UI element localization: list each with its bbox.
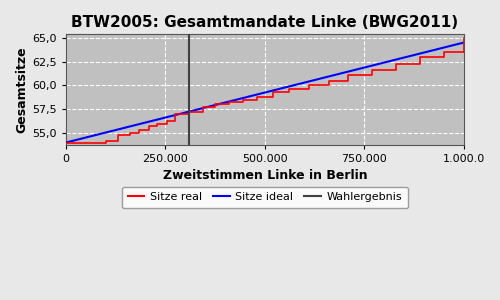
Sitze real [63,141,69,144]
Sitze real [146,128,152,132]
Legend: Sitze real, Sitze ideal, Wahlergebnis: Sitze real, Sitze ideal, Wahlergebnis [122,187,408,208]
Sitze real [286,90,292,94]
Title: BTW2005: Gesamtmandate Linke (BWG2011): BTW2005: Gesamtmandate Linke (BWG2011) [72,15,458,30]
Line: Sitze real: Sitze real [66,38,464,142]
Sitze real [164,119,170,122]
Sitze real [164,122,170,125]
X-axis label: Zweitstimmen Linke in Berlin: Zweitstimmen Linke in Berlin [162,169,367,182]
Sitze real [306,84,312,87]
Sitze real [461,50,467,54]
Y-axis label: Gesamtsitze: Gesamtsitze [15,46,28,133]
Sitze real [461,36,467,40]
